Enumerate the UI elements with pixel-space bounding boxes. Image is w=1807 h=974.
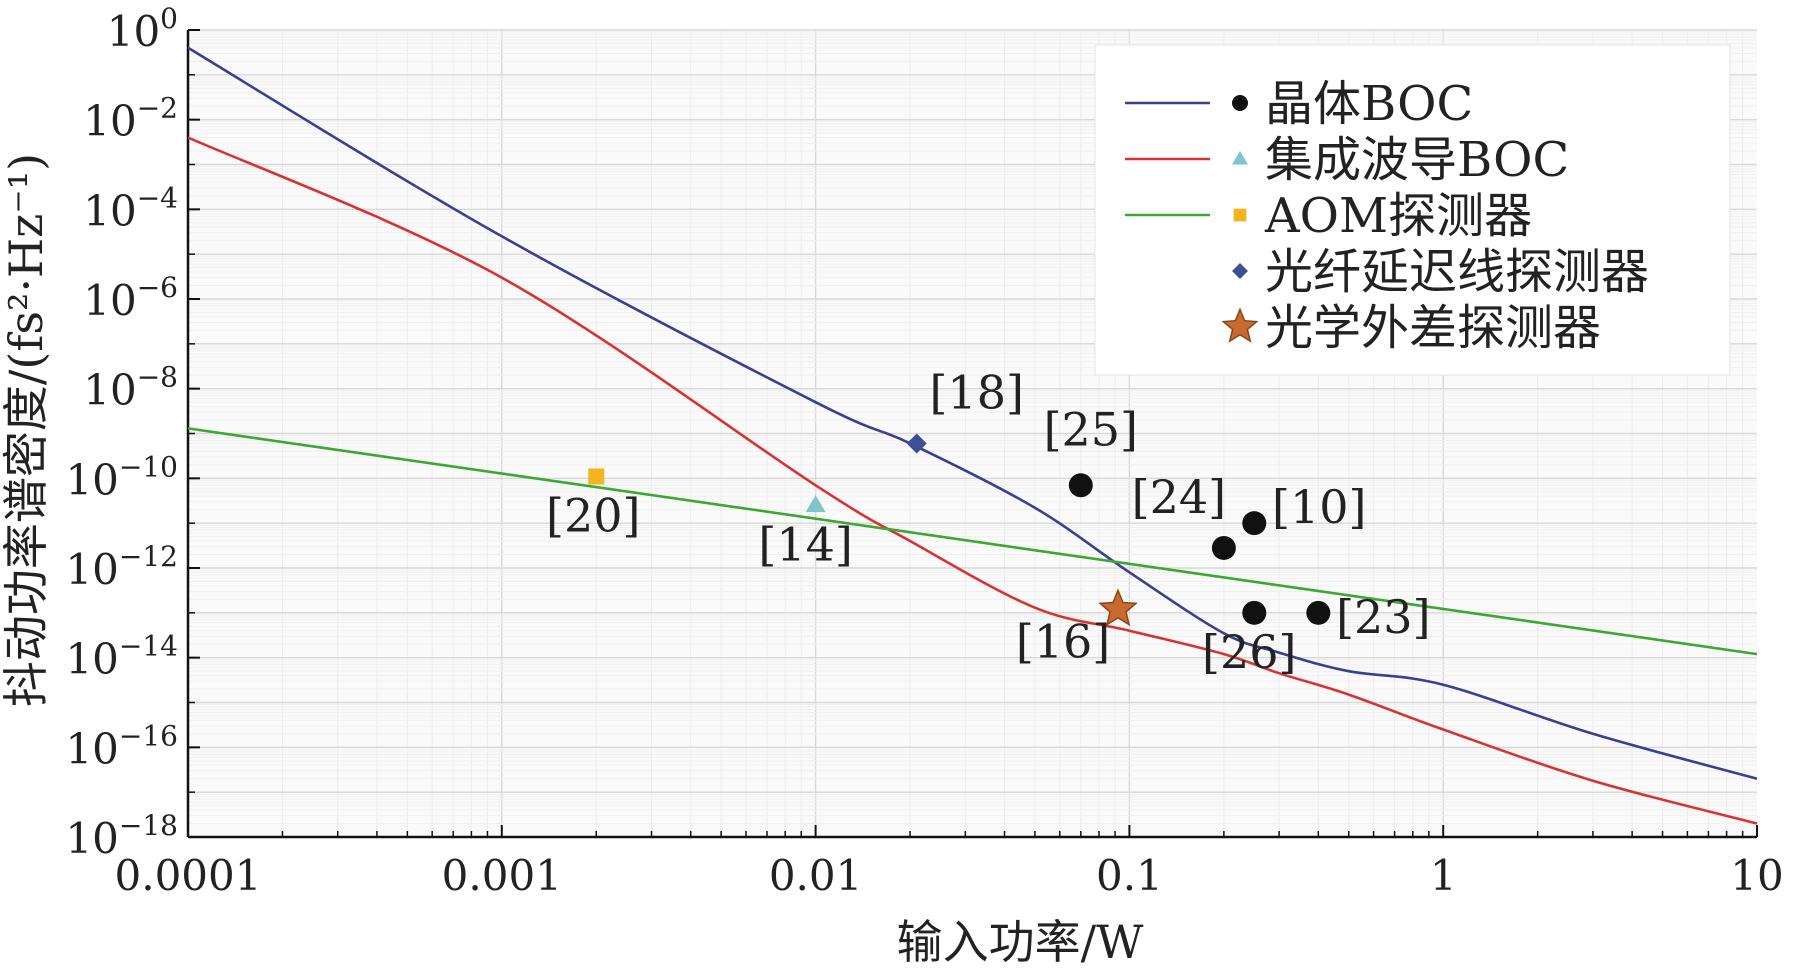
y-tick-label: 10−8 [83, 361, 178, 415]
y-tick-label: 10−16 [65, 719, 178, 773]
series-line-triangle [187, 136, 1758, 825]
legend-label: 光学外差探测器 [1265, 300, 1601, 356]
data-point-circle [1068, 473, 1093, 498]
legend-marker [1221, 307, 1259, 343]
y-tick-label: 10−6 [83, 271, 178, 325]
legend-label: AOM探测器 [1264, 188, 1532, 244]
y-tick-label: 10−14 [65, 630, 178, 684]
x-tick-label: 10 [1730, 851, 1783, 900]
data-point-label: [16] [1016, 614, 1110, 668]
legend-marker [1232, 263, 1248, 279]
y-axis-title: 抖动功率谱密度/(fs²·Hz⁻¹) [0, 153, 53, 707]
legend-marker [1232, 95, 1248, 111]
legend-marker [1232, 150, 1248, 165]
y-tick-label: 10−2 [83, 92, 178, 146]
data-point-circle [1242, 600, 1267, 625]
x-axis-title: 输入功率/W [897, 915, 1144, 969]
data-point-label: [18] [929, 365, 1023, 419]
data-point-triangle [805, 495, 826, 513]
data-point-star [1098, 588, 1138, 627]
series-line-circle [187, 46, 1758, 780]
data-points: [25] [24] [10] [26] [23] [14] [20] [18] [16] [546, 365, 1431, 678]
data-point-circle [1211, 535, 1236, 560]
legend-label: 晶体BOC [1265, 76, 1473, 132]
y-tick-label: 10−12 [65, 540, 178, 594]
data-point-label: [10] [1272, 480, 1366, 534]
data-point-diamond [906, 433, 927, 454]
x-tick-label: 0.1 [1096, 851, 1163, 900]
data-point-label: [23] [1336, 590, 1430, 644]
x-tick-label: 1 [1430, 851, 1457, 900]
x-tick-label: 0.001 [442, 851, 562, 900]
x-tick-label: 0.01 [769, 851, 863, 900]
data-point-label: [20] [546, 488, 640, 542]
legend-box [1094, 44, 1731, 376]
data-point-label: [25] [1044, 402, 1138, 456]
axis-ticks: 0.0001 0.001 0.01 0.1 1 10 100 10−2 10−4 10−6 10−8… [65, 2, 1783, 900]
y-tick-label: 10−18 [65, 809, 178, 863]
legend-marker [1233, 208, 1247, 222]
legend-label: 光纤延迟线探测器 [1265, 244, 1649, 300]
data-point-label: [24] [1132, 470, 1226, 524]
data-point-circle [1306, 600, 1331, 625]
data-point-circle [1242, 511, 1267, 536]
y-tick-label: 100 [107, 2, 178, 56]
y-tick-label: 10−4 [83, 181, 178, 235]
series-line-square [187, 427, 1758, 656]
x-tick-label: 0.0001 [115, 851, 262, 900]
legend-label: 集成波导BOC [1265, 132, 1569, 188]
data-point-label: [26] [1202, 625, 1296, 679]
series-lines [187, 46, 1758, 825]
data-point-square [588, 468, 605, 485]
data-point-label: [14] [758, 517, 852, 571]
y-tick-label: 10−10 [65, 450, 178, 504]
